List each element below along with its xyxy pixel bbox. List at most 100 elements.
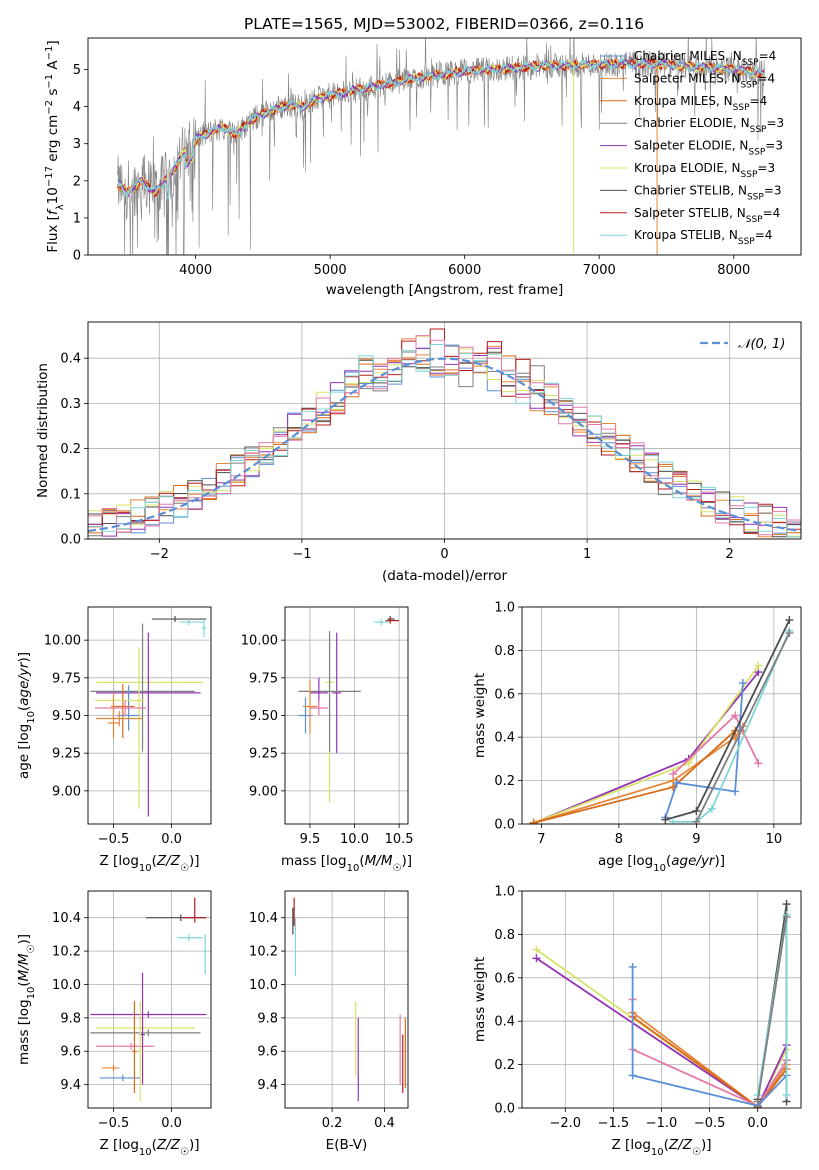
y-tick-label: 0.6 (494, 687, 515, 702)
plot-area (90, 897, 207, 1102)
x-tick-label: 0.0 (161, 1116, 182, 1131)
label-part: mass [log (281, 853, 347, 869)
legend: 𝒩(0, 1) (700, 337, 785, 352)
y-tick-label: 0.4 (60, 352, 81, 367)
x-tick-label: 10.0 (340, 832, 369, 847)
x-tick-label: 8 (615, 832, 623, 847)
axes-age-vs-mass: 9.5 10.0 10.5 9.00 9.25 9.50 9.75 10.00 mass [lo… (241, 606, 414, 874)
x-tick-label: 7 (537, 832, 545, 847)
weight-line (631, 967, 788, 1107)
legend-text: =4 (757, 71, 775, 85)
y-axis-label: age [log10(age/yr)] (16, 652, 37, 779)
spectrum-model-line (117, 57, 765, 201)
x-tick-label: 2 (726, 547, 734, 562)
label-part: ( (152, 853, 157, 869)
y-tick-label: 1.0 (494, 885, 515, 900)
legend-sub: SSP (750, 125, 767, 135)
label-part: age [log (598, 853, 653, 869)
label-part: s (45, 89, 61, 100)
weight-marker (785, 629, 794, 638)
weight-marker (782, 900, 791, 909)
legend-entry-label: Chabrier ELODIE, NSSP=3 (634, 116, 784, 135)
weight-marker (628, 1071, 637, 1080)
y-tick-label: 9.8 (60, 1011, 81, 1026)
label-part: 10 (26, 711, 37, 724)
label-part: Z/Z (156, 1137, 181, 1153)
label-part: )] (16, 652, 32, 663)
legend-text: =4 (755, 228, 773, 242)
y-axis-label: mass weight (472, 673, 488, 758)
x-tick-label: −2.0 (550, 1116, 582, 1131)
x-axis-label: age [log10(age/yr)] (598, 853, 725, 874)
label-part: ( (666, 853, 671, 869)
weight-line (695, 632, 791, 823)
legend-text: Kroupa STELIB, N (634, 228, 738, 242)
y-tick-label: 9.25 (52, 747, 81, 762)
x-tick-label: 0.0 (747, 1116, 768, 1131)
label-part: −1 (44, 46, 55, 61)
y-tick-label: 10.00 (241, 634, 278, 649)
y-tick-label: 10.4 (249, 911, 278, 926)
axes-frame (87, 606, 212, 825)
y-tick-label: 10.0 (52, 978, 81, 993)
weight-marker (731, 711, 740, 720)
y-tick-label: 10.0 (249, 978, 278, 993)
legend-text: =3 (764, 183, 782, 197)
label-part: ☉ (180, 863, 189, 874)
label-part: ☉ (26, 945, 37, 954)
x-tick-label: 1 (583, 547, 591, 562)
weight-marker (753, 1097, 762, 1106)
label-part: −17 (44, 166, 55, 187)
legend-sub: SSP (741, 170, 758, 180)
y-tick-label: 5 (73, 63, 81, 78)
legend-text: =3 (766, 116, 784, 130)
y-tick-label: 9.4 (60, 1078, 81, 1093)
axes-frame (87, 890, 212, 1109)
figure-title: PLATE=1565, MJD=53002, FIBERID=0366, z=0… (244, 15, 644, 33)
y-axis-label: mass [log10(M/M☉)] (16, 934, 37, 1065)
y-tick-label: 0.6 (494, 971, 515, 986)
x-tick-label: −0.5 (98, 1116, 130, 1131)
label-part: ( (664, 1137, 669, 1153)
x-tick-label: 10.5 (385, 832, 414, 847)
y-tick-label: 0.0 (494, 818, 515, 833)
y-tick-label: 0.4 (494, 1015, 515, 1030)
x-axis-label: wavelength [Angstrom, rest frame] (326, 282, 564, 298)
legend-sub: SSP (746, 215, 763, 225)
label-part: )] (16, 934, 32, 945)
weight-marker (628, 962, 637, 971)
label-part: )] (401, 853, 412, 869)
x-tick-label: 10 (766, 832, 783, 847)
grid (522, 606, 801, 825)
label-part: Z/Z (668, 1137, 693, 1153)
label-part: )] (189, 1137, 200, 1153)
y-axis-label: Flux [fλ10−17 erg cm−2 s−1 A−1] (44, 40, 66, 252)
label-part: age/yr (16, 661, 32, 706)
weight-marker (532, 945, 541, 954)
y-tick-label: 9.6 (257, 1045, 278, 1060)
legend-entry-label: 𝒩(0, 1) (738, 337, 785, 352)
label-part: ( (16, 981, 32, 986)
axes-mass-weight-vs-Z: −2.0 −1.5 −1.0 −0.5 0.0 0.0 0.2 0.4 0.6 0.8 1.0 Z [… (472, 885, 802, 1158)
y-tick-label: 0.0 (494, 1102, 515, 1117)
weight-marker (782, 913, 791, 922)
axes-frame (87, 37, 802, 256)
legend-text: =4 (763, 206, 781, 220)
legend-entry-label: Chabrier STELIB, NSSP=3 (634, 183, 782, 202)
x-tick-label: −0.5 (694, 1116, 726, 1131)
y-tick-label: 1.0 (494, 601, 515, 616)
label-part: 10 (347, 863, 360, 874)
label-part: λ (55, 204, 66, 210)
weight-marker (782, 1090, 791, 1099)
legend-entry-label: Kroupa ELODIE, NSSP=3 (634, 161, 775, 180)
y-tick-label: 0.2 (60, 442, 81, 457)
x-tick-label: 0.4 (374, 1116, 395, 1131)
legend-text: Chabrier STELIB, N (634, 183, 747, 197)
y-tick-label: 9.4 (257, 1078, 278, 1093)
axes-residuals: −2 −1 0 1 2 0.0 0.1 0.2 0.3 0.4 (data-model)/error… (35, 321, 802, 584)
weight-line (756, 916, 788, 1102)
x-tick-label: −0.5 (98, 832, 130, 847)
